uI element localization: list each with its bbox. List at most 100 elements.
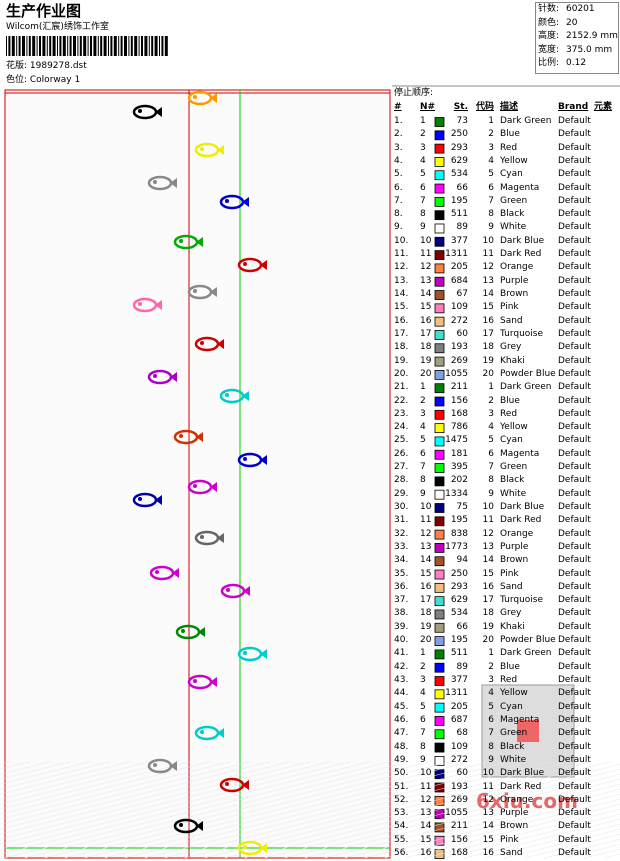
color-code: 10 (482, 235, 494, 246)
hatch (284, 773, 620, 859)
color-code: 11 (482, 515, 494, 526)
barcode-bar (46, 36, 48, 56)
hatch (84, 761, 471, 859)
color-swatch (434, 556, 445, 567)
fish-eye (243, 457, 247, 461)
brand: Default (558, 581, 591, 592)
row-index: 17. (394, 328, 409, 339)
needle-number: 10 (420, 768, 432, 779)
row-index: 15. (394, 302, 409, 313)
needle-number: 3 (420, 408, 426, 419)
color-swatch (434, 516, 445, 527)
color-name: Cyan (500, 169, 523, 180)
fish-tail (170, 178, 177, 188)
needle-number: 8 (420, 475, 426, 486)
brand: Default (558, 355, 591, 366)
color-code: 11 (482, 249, 494, 260)
stitch-count: 293 (450, 581, 468, 592)
barcode-bar (154, 36, 158, 56)
color-code: 1 (488, 382, 494, 393)
brand: Default (558, 834, 591, 845)
stitch-count: 89 (456, 222, 468, 233)
color-name: Red (500, 675, 518, 686)
brand: Default (558, 275, 591, 286)
brand: Default (558, 781, 591, 792)
needle-number: 13 (420, 541, 432, 552)
barcode-bar (69, 36, 72, 56)
hatch (104, 761, 491, 859)
color-code: 5 (488, 435, 494, 446)
color-name: Magenta (500, 448, 540, 459)
brand: Default (558, 541, 591, 552)
brand: Default (558, 848, 591, 859)
needle-number: 1 (420, 382, 426, 393)
brand: Default (558, 675, 591, 686)
color-swatch (434, 369, 445, 380)
color-code: 9 (488, 488, 494, 499)
color-swatch (434, 689, 445, 700)
color-name: Sand (500, 315, 523, 326)
color-swatch (434, 236, 445, 247)
color-code: 5 (488, 701, 494, 712)
fish-tail (260, 455, 267, 465)
brand: Default (558, 448, 591, 459)
needle-number: 11 (420, 515, 432, 526)
color-swatch (434, 463, 445, 473)
barcode-bar (59, 36, 62, 56)
brand: Default (558, 808, 591, 819)
color-code: 11 (482, 781, 494, 792)
row-index: 16. (394, 315, 409, 326)
needle-number: 8 (420, 741, 426, 752)
brand: Default (558, 488, 591, 499)
stitch-count: 786 (450, 422, 468, 433)
stitch-count: 1475 (445, 435, 468, 446)
color-swatch (434, 409, 445, 420)
brand: Default (558, 595, 591, 606)
color-name: White (500, 222, 527, 233)
hatch (0, 761, 191, 810)
info-value: 60201 (566, 4, 595, 14)
needle-number: 14 (420, 289, 432, 300)
row-index: 14. (394, 289, 409, 300)
color-code: 15 (482, 834, 494, 845)
row-index: 7. (394, 195, 403, 206)
color-swatch (434, 609, 445, 620)
stitch-count: 1055 (445, 808, 468, 819)
color-code: 17 (482, 328, 494, 339)
color-name: Yellow (500, 688, 528, 699)
barcode-bar (151, 36, 154, 56)
stitch-count: 109 (450, 302, 468, 313)
stitch-count: 838 (450, 528, 468, 539)
row-index: 44. (394, 688, 409, 699)
barcode-bar (110, 36, 113, 56)
row-index: 45. (394, 701, 409, 712)
color-swatch (434, 143, 445, 154)
row-index: 10. (394, 235, 409, 246)
barcode-bar (141, 36, 143, 56)
brand: Default (558, 728, 591, 739)
color-name: Dark Blue (500, 501, 545, 512)
barcode-bar (161, 36, 164, 56)
row-index: 28. (394, 475, 409, 486)
color-code: 15 (482, 568, 494, 579)
color-code: 19 (482, 621, 494, 632)
row-index: 33. (394, 541, 409, 552)
hatch (224, 761, 611, 859)
fish-tail (155, 300, 162, 310)
color-name: Red (500, 142, 518, 153)
needle-number: 12 (420, 528, 432, 539)
row-index: 13. (394, 275, 409, 286)
row-index: 2. (394, 129, 403, 140)
barcode-bar (79, 36, 82, 56)
needle-number: 1 (420, 116, 426, 126)
fish-eye (155, 570, 159, 574)
barcode-bar (28, 36, 31, 56)
hatch (144, 761, 531, 859)
row-index: 47. (394, 728, 409, 739)
stitch-count: 1334 (445, 488, 468, 499)
column-header: N# (420, 102, 436, 112)
stitch-count: 1311 (445, 249, 468, 260)
color-swatch (434, 383, 445, 394)
fish-eye (153, 374, 157, 378)
